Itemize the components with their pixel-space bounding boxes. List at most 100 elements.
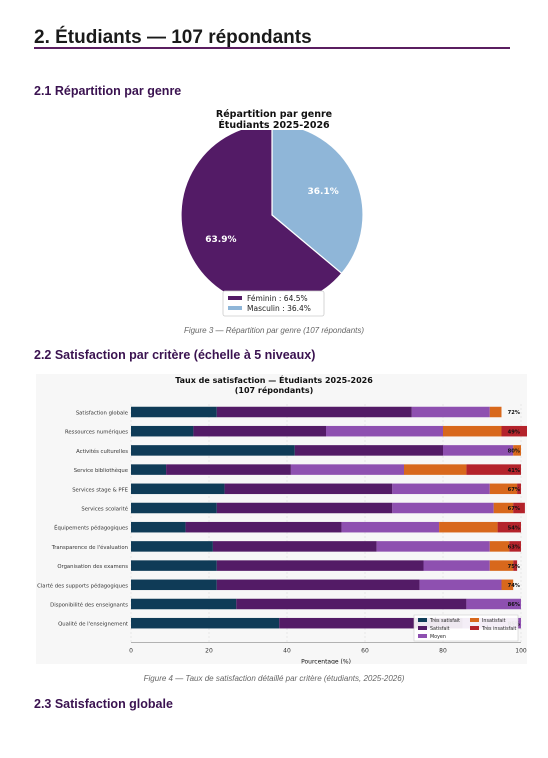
pie-slice-label: 36.1% (308, 187, 339, 197)
bar-end-label: 54% (508, 525, 521, 531)
y-tick-label: Services stage & PFE (72, 487, 128, 493)
bar-segment-tres-satisfait (131, 617, 280, 629)
bar-segment-insatisfait (404, 464, 467, 475)
pie-legend-swatch (228, 306, 242, 310)
bar-end-label: 63% (508, 545, 521, 551)
bar-segment-satisfait (216, 579, 420, 591)
bar-segment-tres-satisfait (131, 560, 217, 571)
bar-segment-tres-insatisfait (466, 464, 521, 475)
pie-title-line2: Étudiants 2025-2026 (218, 120, 330, 131)
figure-4-caption: Figure 4 — Taux de satisfaction détaillé… (143, 674, 405, 683)
bar-legend-label: Insatisfait (482, 618, 506, 624)
section-2-1-title: 2.1 Répartition par genre (34, 84, 182, 98)
bar-segment-satisfait (279, 617, 463, 629)
x-axis-label: Pourcentage (%) (301, 658, 351, 664)
satisfaction-bar-chart: Satisfaction globale 72% Ressources numéri… (37, 404, 527, 664)
bar-segment-tres-insatisfait (513, 560, 518, 571)
bar-legend-swatch (418, 618, 427, 622)
bar-segment-moyen (411, 406, 490, 418)
bar-end-label: 49% (508, 429, 521, 435)
bar-segment-tres-satisfait (131, 464, 167, 475)
x-tick-label: 100 (515, 647, 527, 654)
bar-segment-tres-satisfait (131, 406, 217, 418)
bar-segment-moyen (423, 560, 490, 571)
x-tick-label: 40 (283, 647, 291, 654)
page-heading: 2. Étudiants — 107 répondants (34, 27, 312, 48)
bar-legend-box (413, 614, 519, 642)
bar-end-label: 80% (508, 449, 521, 455)
bar-segment-moyen (466, 598, 521, 610)
x-tick-label: 0 (129, 647, 133, 654)
bar-segment-tres-insatisfait (497, 521, 521, 533)
pie-chart-title: Répartition par genre Étudiants 2025-202… (0, 109, 548, 131)
y-tick-label: Service bibliothèque (74, 467, 128, 474)
bar-end-label: 67% (508, 506, 521, 512)
bar-title-line1: Taux de satisfaction — Étudiants 2025-20… (175, 376, 373, 385)
bar-segment-insatisfait (443, 425, 502, 437)
y-tick-label: Clarté des supports pédagogiques (37, 582, 128, 589)
bar-segment-moyen (392, 483, 490, 495)
bar-segment-satisfait (166, 464, 291, 475)
section-2-2-title: 2.2 Satisfaction par critère (échelle à … (34, 348, 316, 362)
bar-segment-moyen (419, 579, 502, 591)
y-tick-label: Services scolarité (81, 506, 128, 513)
bar-end-label: 74% (508, 583, 521, 589)
bar-legend-swatch (418, 626, 427, 630)
bar-segment-satisfait (185, 521, 342, 533)
pie-legend-label: Féminin : 64.5% (247, 294, 308, 303)
bar-segment-satisfait (236, 598, 467, 610)
bar-chart-title: Taux de satisfaction — Étudiants 2025-20… (0, 376, 548, 395)
pie-legend-swatch (228, 296, 242, 300)
bar-segment-insatisfait (439, 521, 498, 533)
bar-title-line2: (107 répondants) (234, 385, 314, 395)
x-tick-label: 20 (205, 647, 213, 654)
bar-segment-insatisfait (489, 483, 518, 495)
y-tick-label: Transparence de l'évaluation (51, 544, 128, 551)
bar-segment-insatisfait (513, 445, 521, 456)
bar-legend-swatch (470, 618, 479, 622)
x-tick-label: 60 (361, 647, 369, 654)
bar-segment-satisfait (216, 502, 393, 514)
bar-segment-insatisfait (489, 560, 514, 571)
bar-segment-tres-satisfait (131, 541, 213, 552)
bar-segment-tres-satisfait (131, 598, 237, 610)
pie-legend-box (222, 290, 325, 317)
bar-segment-tres-insatisfait (517, 483, 521, 495)
y-tick-label: Satisfaction globale (76, 411, 128, 417)
bar-segment-tres-satisfait (131, 521, 186, 533)
bar-legend-label: Très insatisfait (481, 625, 517, 632)
y-tick-label: Activités culturelles (76, 448, 128, 455)
bar-segment-tres-satisfait (131, 502, 217, 514)
bar-segment-insatisfait (501, 579, 514, 591)
bar-segment-satisfait (216, 560, 424, 571)
bar-end-label: 72% (508, 410, 521, 416)
bar-legend-label: Moyen (430, 634, 446, 640)
y-tick-label: Équipements pédagogiques (54, 524, 128, 532)
bar-segment-moyen (392, 502, 494, 514)
pie-slice-masculin (271, 130, 364, 275)
y-tick-label: Disponibilité des enseignants (50, 602, 128, 609)
bar-end-label: 86% (508, 602, 521, 608)
bar-legend-swatch (418, 634, 427, 638)
bar-segment-insatisfait (489, 541, 510, 552)
bar-end-label: 75% (508, 564, 521, 570)
bar-segment-moyen (443, 445, 514, 456)
bar-segment-satisfait (224, 483, 393, 495)
bar-segment-moyen (290, 464, 404, 475)
bar-legend-swatch (470, 626, 479, 630)
bar-segment-insatisfait (489, 406, 502, 418)
pie-title-line1: Répartition par genre (215, 109, 333, 120)
bar-segment-tres-satisfait (131, 483, 225, 495)
bar-segment-satisfait (216, 406, 412, 418)
bar-segment-moyen (326, 425, 443, 437)
bar-end-label: 41% (508, 468, 521, 474)
y-tick-label: Organisation des examens (57, 564, 128, 570)
bar-legend-label: Satisfait (430, 626, 450, 632)
bar-segment-tres-satisfait (131, 579, 217, 591)
heading-rule (34, 47, 510, 49)
figure-3-caption: Figure 3 — Répartition par genre (107 ré… (183, 326, 365, 335)
bar-segment-tres-insatisfait (501, 425, 527, 437)
bar-segment-insatisfait (493, 502, 514, 514)
pie-legend-label: Masculin : 36.4% (247, 304, 311, 313)
bar-segment-tres-insatisfait (509, 541, 521, 552)
